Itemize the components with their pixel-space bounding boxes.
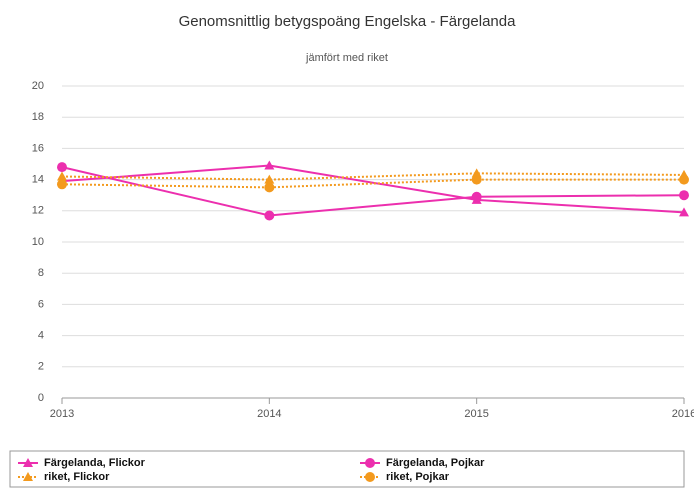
- point: [57, 162, 67, 173]
- point: [679, 190, 689, 201]
- y-tick-label: 0: [38, 392, 44, 404]
- point: [679, 174, 689, 185]
- legend-marker: [23, 472, 33, 481]
- point: [264, 174, 275, 184]
- point: [264, 210, 275, 221]
- y-tick-label: 12: [32, 205, 44, 217]
- x-tick-label: 2016: [672, 408, 694, 420]
- y-tick-label: 20: [32, 80, 44, 92]
- point: [264, 182, 275, 193]
- x-tick-label: 2014: [257, 408, 281, 420]
- x-tick-label: 2013: [50, 408, 74, 420]
- point: [471, 174, 482, 185]
- series-line: [61, 164, 685, 214]
- point: [679, 207, 689, 217]
- legend-box: [9, 450, 685, 488]
- y-tick-label: 18: [32, 111, 44, 123]
- legend-marker: [23, 458, 33, 467]
- legend-marker: [365, 458, 375, 468]
- y-tick-label: 10: [32, 236, 44, 248]
- chart-title: Genomsnittlig betygspoäng Engelska - Fär…: [179, 13, 517, 30]
- legend-marker: [365, 472, 375, 482]
- y-tick-label: 8: [38, 267, 44, 279]
- legend-label: riket, Pojkar: [386, 471, 450, 483]
- y-tick-label: 4: [38, 330, 44, 342]
- y-tick-label: 16: [32, 142, 44, 154]
- y-tick-label: 14: [32, 174, 44, 186]
- point: [471, 168, 482, 178]
- y-tick-label: 2: [38, 361, 44, 373]
- y-tick-label: 6: [38, 298, 44, 310]
- legend-label: riket, Flickor: [44, 471, 110, 483]
- legend-label: Färgelanda, Pojkar: [386, 457, 485, 469]
- series-line: [61, 166, 685, 217]
- point: [471, 191, 482, 202]
- chart-subtitle: jämfört med riket: [305, 52, 388, 64]
- point: [264, 160, 275, 170]
- x-tick-label: 2015: [464, 408, 488, 420]
- legend-label: Färgelanda, Flickor: [44, 457, 146, 469]
- point: [57, 179, 67, 190]
- point: [57, 171, 67, 181]
